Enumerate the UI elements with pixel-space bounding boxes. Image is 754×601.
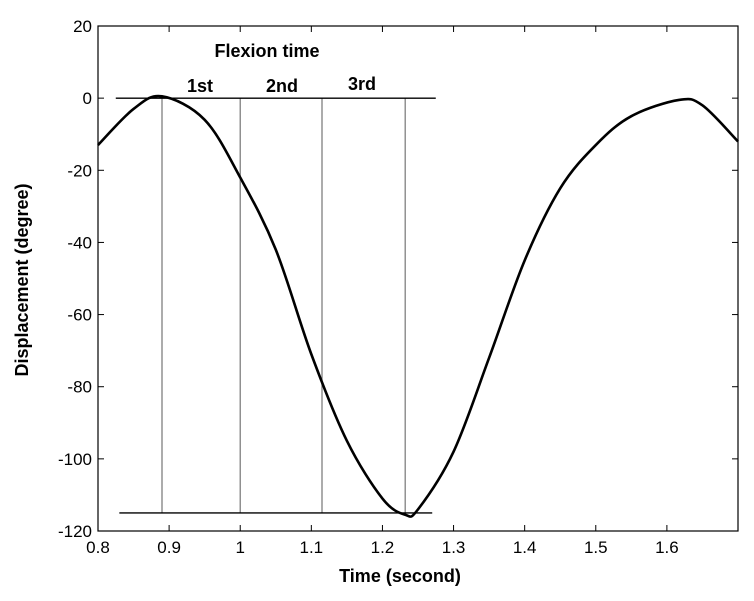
x-tick-label: 0.9 — [157, 538, 181, 557]
flexion-annotations — [115, 97, 436, 514]
y-tick-label: -100 — [58, 450, 92, 469]
x-axis-label: Time (second) — [339, 566, 461, 586]
x-tick-label: 1.4 — [513, 538, 537, 557]
y-tick-label: 20 — [73, 17, 92, 36]
y-tick-label: -120 — [58, 522, 92, 541]
y-axis-label: Displacement (degree) — [12, 183, 32, 376]
x-tick-label: 1.1 — [300, 538, 324, 557]
y-tick-label: -20 — [67, 161, 92, 180]
x-ticks: 0.8 0.9 1 1.1 1.2 1.3 1.4 1.5 1.6 — [86, 26, 679, 557]
plot-frame — [97, 25, 739, 532]
x-tick-label: 1.6 — [655, 538, 679, 557]
segment-label-2nd: 2nd — [266, 76, 298, 96]
y-tick-label: -60 — [67, 306, 92, 325]
x-tick-label: 1.2 — [371, 538, 395, 557]
x-tick-label: 1.5 — [584, 538, 608, 557]
x-tick-label: 0.8 — [86, 538, 110, 557]
segment-label-1st: 1st — [187, 76, 213, 96]
y-ticks: 20 0 -20 -40 -60 -80 -100 -120 — [58, 17, 738, 541]
flexion-time-label: Flexion time — [214, 41, 319, 61]
x-tick-label: 1.3 — [442, 538, 466, 557]
y-tick-label: -40 — [67, 233, 92, 252]
displacement-curve — [97, 94, 739, 518]
y-tick-label: 0 — [83, 89, 92, 108]
segment-label-3rd: 3rd — [348, 74, 376, 94]
x-tick-label: 1 — [235, 538, 244, 557]
y-tick-label: -80 — [67, 378, 92, 397]
